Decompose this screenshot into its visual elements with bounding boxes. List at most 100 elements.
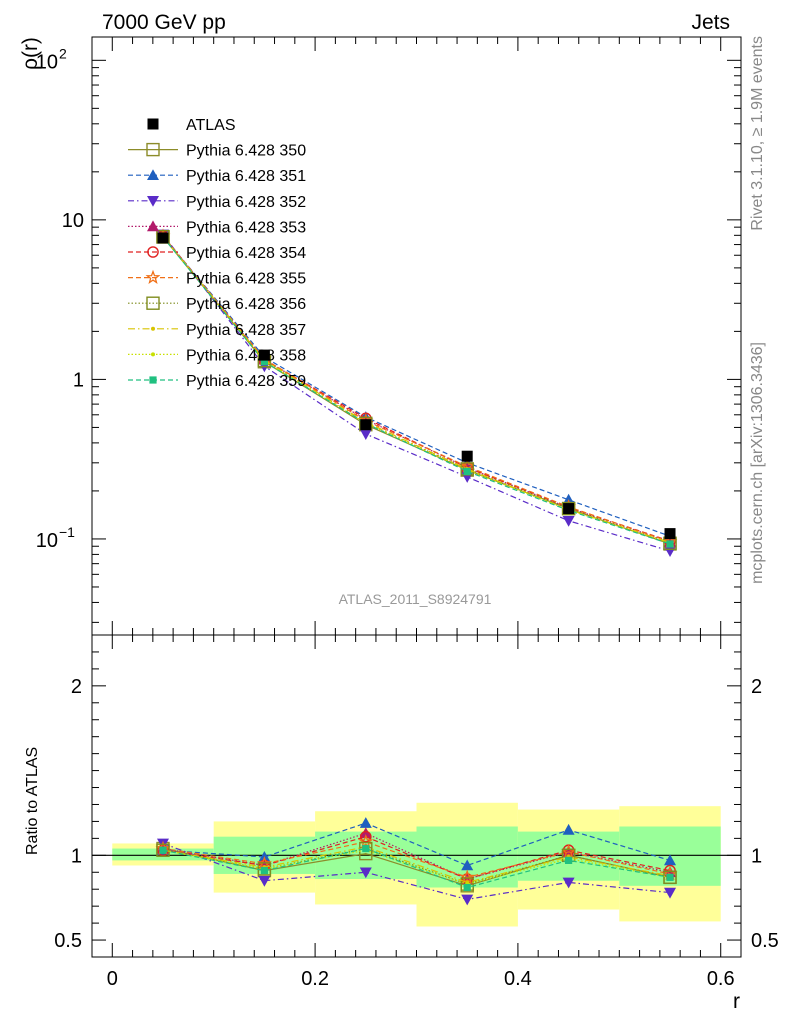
ratio-series-4-point-0-shape (157, 844, 169, 857)
ratio-series-2-point-1-shape (258, 875, 271, 887)
ratio-series-6-point-0 (156, 843, 170, 857)
legend-label-8: Pythia 6.428 358 (186, 347, 306, 364)
legend-marker-8 (151, 352, 155, 357)
ratio-series-6-point-2-shape (359, 841, 373, 856)
atlas-data-point-1 (258, 349, 270, 361)
main-series-9-point-3-shape (463, 467, 471, 476)
legend-marker-5-shape (145, 269, 161, 285)
main-series-line-1 (162, 235, 671, 537)
main-series-9-point-5 (666, 540, 674, 548)
ratio-series-9-point-1 (260, 866, 268, 875)
ratio-series-1-point-4-shape (562, 823, 575, 835)
ratio-series-9-point-3 (463, 883, 471, 892)
main-series-line-8 (162, 236, 671, 544)
legend-label-9: Pythia 6.428 359 (186, 373, 306, 390)
ratio-series-9-point-0 (159, 846, 167, 854)
main-y-tick-exponent-0: −1 (59, 524, 75, 540)
ratio-series-1-point-4 (562, 823, 575, 835)
legend: ATLAS Pythia 6.428 350 Pythia 6.428 351 Pyt… (128, 117, 306, 390)
legend-marker-7-shape (151, 326, 155, 331)
ratio-series-5-point-3 (459, 869, 475, 884)
ratio-plot-frame (91, 634, 742, 958)
main-series-9-point-3 (463, 467, 471, 476)
ratio-series-1-point-2-shape (359, 817, 372, 828)
main-series-2-point-2 (359, 429, 372, 440)
legend-marker-9 (149, 376, 157, 384)
ratio-series-2-point-3 (461, 894, 474, 906)
main-y-tick-label-0: 10 (36, 530, 58, 552)
legend-marker-7 (151, 326, 155, 331)
atlas-data-point-5 (664, 528, 676, 540)
legend-marker-4 (147, 246, 159, 258)
ratio-series-line-7 (162, 846, 671, 884)
legend-marker-5 (145, 269, 161, 285)
main-series-6-point-4 (561, 501, 576, 516)
legend-atlas-label: ATLAS (186, 117, 236, 134)
ratio-series-2-point-4 (562, 877, 575, 889)
ratio-series-2-point-2-shape (359, 867, 372, 879)
main-series-line-2 (162, 234, 671, 552)
rivet-version-label: Rivet 3.1.10, ≥ 1.9M events (749, 36, 766, 231)
ratio-series-9-point-5 (666, 873, 674, 881)
legend-marker-3 (147, 220, 159, 232)
ratio-series-line-6 (162, 847, 671, 885)
ratio-y-tick-label-left-1: 1 (71, 845, 82, 867)
legend-label-7: Pythia 6.428 357 (186, 322, 306, 339)
ratio-series-6-point-0-shape (156, 843, 170, 857)
legend-label-1: Pythia 6.428 351 (186, 168, 306, 185)
ratio-series-5-point-2-shape (358, 833, 374, 849)
ratio-series-1-point-5 (664, 854, 677, 866)
atlas-data-point-0-shape (157, 232, 169, 244)
legend-label-0: Pythia 6.428 350 (186, 143, 306, 160)
ratio-series-line-5 (162, 841, 671, 878)
legend-marker-6 (146, 296, 160, 310)
ratio-series-9-point-2 (362, 844, 370, 853)
ratio-uncertainty-bands (92, 802, 741, 927)
main-y-tick-label-2: 10 (62, 210, 84, 232)
ratio-series-1-point-2 (359, 817, 372, 828)
main-series-2-point-4-shape (562, 515, 575, 527)
atlas-data-point-2-shape (360, 419, 372, 431)
legend-atlas-marker-shape (147, 118, 159, 130)
main-y-tick-label-1: 1 (73, 369, 84, 391)
main-series-line-5 (162, 235, 671, 543)
legend-marker-6-shape (146, 296, 160, 310)
main-series-2-point-2-shape (359, 429, 372, 440)
ratio-series-6-point-2 (359, 841, 373, 856)
ratio-series-1-point-3 (461, 859, 474, 871)
x-axis-label: r (733, 990, 740, 1013)
atlas-data-point-3 (461, 450, 473, 462)
legend-label-4: Pythia 6.428 354 (186, 245, 306, 262)
ratio-series-5-point-4-shape (561, 844, 577, 859)
ratio-series-6-point-5-shape (663, 870, 677, 885)
legend-label-5: Pythia 6.428 355 (186, 271, 306, 288)
legend-label-6: Pythia 6.428 356 (186, 296, 306, 313)
main-series-6-point-4-shape (561, 501, 576, 516)
ratio-series-3-point-2-shape (359, 827, 372, 839)
legend-marker-0-shape (146, 142, 160, 157)
watermark-label: ATLAS_2011_S8924791 (339, 591, 492, 607)
ratio-series-line-0 (162, 847, 671, 887)
ratio-series-5-point-3-shape (459, 869, 475, 884)
legend-marker-3-shape (147, 220, 159, 232)
ratio-series-line-2 (162, 842, 671, 901)
ratio-series-9-point-1-shape (260, 866, 268, 875)
ratio-series-2-point-1 (258, 875, 271, 887)
atlas-data-point-2 (360, 419, 372, 431)
legend-marker-1 (147, 169, 159, 180)
main-y-axis-label: ρ(r) (19, 37, 42, 70)
ratio-series-line-1 (162, 822, 671, 867)
x-tick-label-3: 0.6 (707, 968, 735, 990)
ratio-series-2-point-4-shape (562, 877, 575, 889)
atlas-data-point-1-shape (258, 349, 270, 361)
x-tick-label-0: 0 (107, 968, 118, 990)
ratio-y-tick-label-right-1: 1 (751, 845, 762, 867)
ratio-y-tick-label-left-2: 2 (71, 676, 82, 698)
ratio-series-2-point-5-shape (664, 887, 677, 899)
ratio-series-2-point-5 (664, 887, 677, 899)
ratio-series-2-point-3-shape (461, 894, 474, 906)
ratio-series-line-4 (162, 836, 671, 880)
legend-marker-1-shape (147, 169, 159, 180)
legend-marker-9-shape (149, 376, 157, 384)
main-y-tick-label-3: 10 (36, 51, 58, 73)
